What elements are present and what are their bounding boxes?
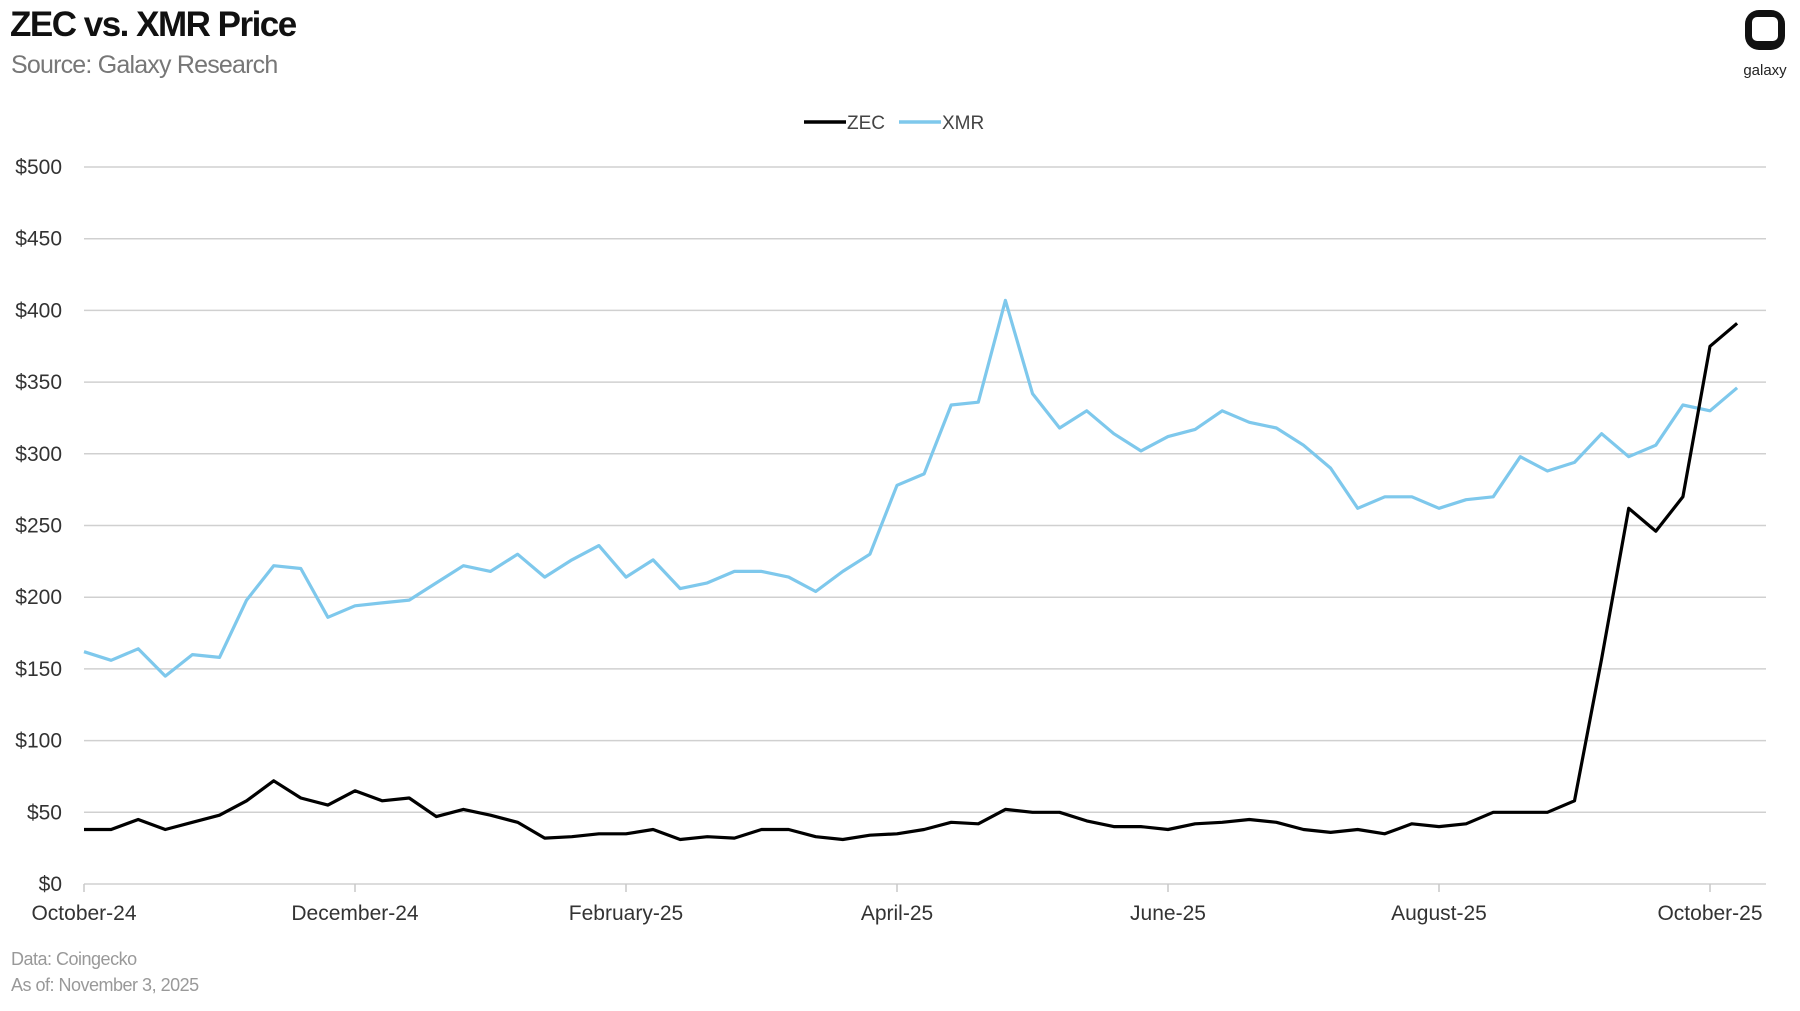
x-tick-label: June-25 xyxy=(1130,902,1206,925)
x-tick-label: August-25 xyxy=(1391,902,1487,925)
y-tick-label: $0 xyxy=(39,873,62,896)
line-series xyxy=(83,298,1739,678)
y-tick-label: $450 xyxy=(15,228,62,251)
footnote: As of: November 3, 2025 xyxy=(11,975,199,995)
logo-text: galaxy xyxy=(1743,62,1787,79)
chart-subtitle: Source: Galaxy Research xyxy=(11,51,277,79)
y-tick-label: $300 xyxy=(15,443,62,466)
y-tick-label: $200 xyxy=(15,586,62,609)
legend-label: ZEC xyxy=(847,113,885,134)
legend: ZEC XMR xyxy=(804,113,984,134)
chart-title: ZEC vs. XMR Price xyxy=(10,5,297,44)
footnote: Data: Coingecko xyxy=(11,949,137,969)
x-tick-label: October-25 xyxy=(1657,902,1762,925)
y-tick-label: $350 xyxy=(15,371,62,394)
y-tick-label: $500 xyxy=(15,156,62,179)
logo: galaxy xyxy=(1743,10,1787,79)
logo-mark-inner xyxy=(1752,17,1778,41)
y-tick-label: $50 xyxy=(27,801,62,824)
y-tick-label: $400 xyxy=(15,299,62,322)
x-tick-label: December-24 xyxy=(291,902,419,925)
y-tick-label: $250 xyxy=(15,515,62,538)
line-series xyxy=(84,322,1739,842)
x-tick-label: February-25 xyxy=(569,902,683,925)
x-tick-label: October-24 xyxy=(31,902,136,925)
x-tick-label: April-25 xyxy=(861,902,933,925)
legend-label: XMR xyxy=(942,113,984,134)
y-tick-label: $150 xyxy=(15,658,62,681)
y-tick-label: $100 xyxy=(15,730,62,753)
